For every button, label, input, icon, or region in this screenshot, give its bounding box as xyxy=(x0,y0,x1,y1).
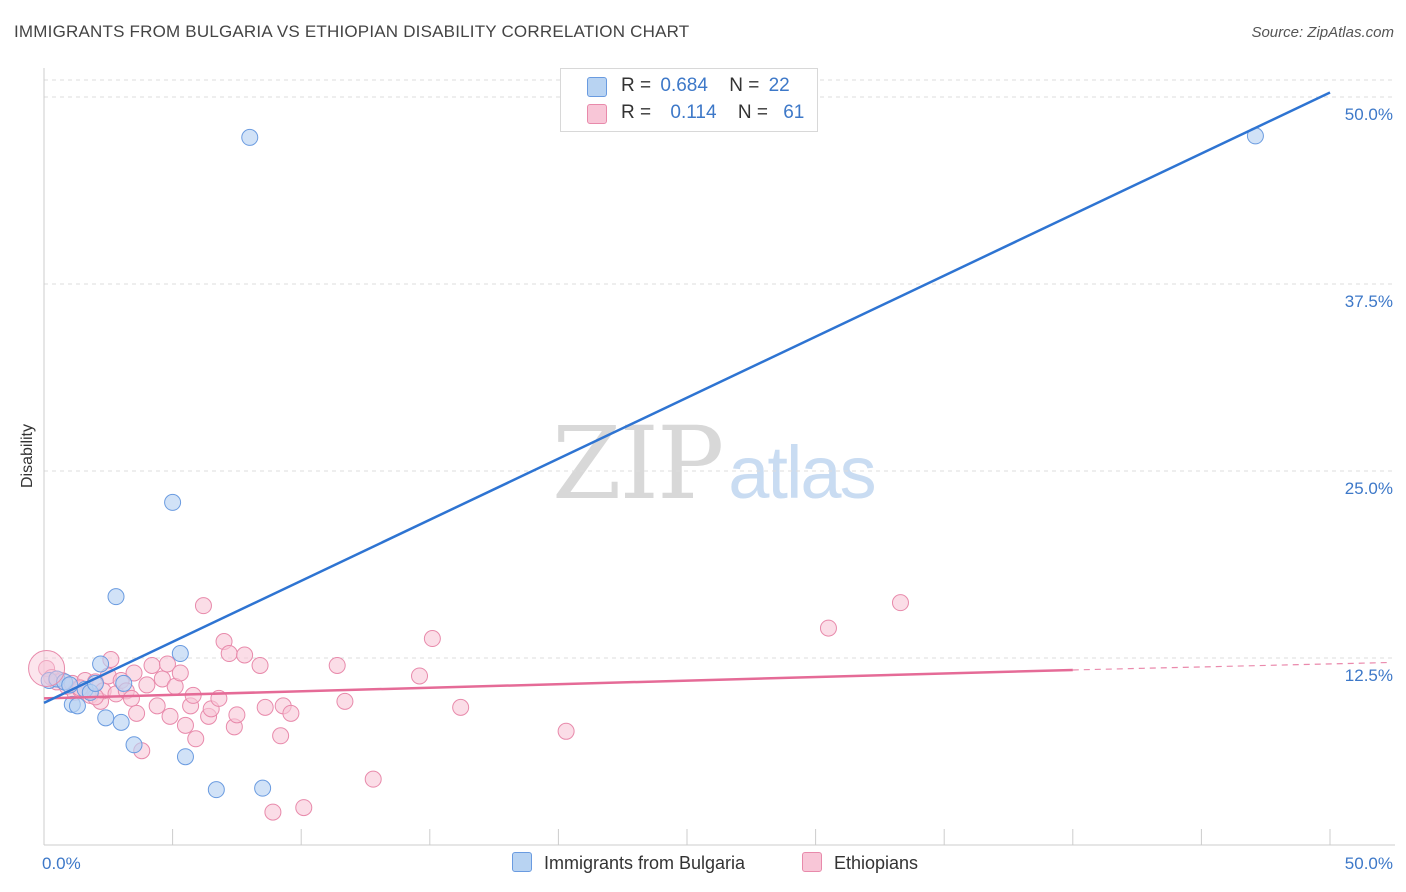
ethiopians-point xyxy=(423,630,441,648)
ethiopians-point xyxy=(256,698,274,716)
ethiopians-point xyxy=(187,730,205,748)
watermark-atlas: atlas xyxy=(728,431,876,514)
ethiopians-point xyxy=(143,656,161,674)
bulgaria-point xyxy=(68,697,86,715)
ethiopians-point xyxy=(557,722,575,740)
ethiopians-point xyxy=(364,770,382,788)
ethiopians-point xyxy=(161,707,179,725)
bulgaria-point xyxy=(254,779,272,797)
legend-item-ethiopians[interactable]: Ethiopians xyxy=(802,852,918,874)
n-value: 61 xyxy=(783,102,805,123)
ethiopians-point xyxy=(236,646,254,664)
x-tick-label: 0.0% xyxy=(42,854,81,873)
ethiopians-trend-extension xyxy=(1072,661,1391,671)
ethiopians-point xyxy=(282,704,300,722)
ethiopians-point xyxy=(228,706,246,724)
ethiopians-point xyxy=(171,664,189,682)
r-label: R = xyxy=(621,75,652,96)
ethiopians-point xyxy=(819,619,837,637)
blue-swatch-icon xyxy=(587,77,607,97)
ethiopians-point xyxy=(452,698,470,716)
pink-swatch-icon xyxy=(587,104,607,124)
bulgaria-point xyxy=(207,781,225,799)
ethiopians-point xyxy=(411,667,429,685)
ethiopians-point xyxy=(194,597,212,615)
legend-item-bulgaria[interactable]: Immigrants from Bulgaria xyxy=(512,852,745,874)
watermark-zip: ZIP xyxy=(552,405,724,522)
chart-title: IMMIGRANTS FROM BULGARIA VS ETHIOPIAN DI… xyxy=(14,22,690,41)
bulgaria-point xyxy=(112,713,130,731)
bulgaria-point xyxy=(241,128,259,146)
ethiopians-point xyxy=(153,670,171,688)
bulgaria-point xyxy=(176,748,194,766)
ethiopians-point xyxy=(295,799,313,817)
legend-label: Ethiopians xyxy=(834,853,919,873)
bulgaria-point xyxy=(92,655,110,673)
bulgaria-point xyxy=(115,674,133,692)
source-label: Source: ZipAtlas.com xyxy=(1251,24,1394,41)
bulgaria-point xyxy=(171,645,189,663)
y-tick-label: 37.5% xyxy=(1345,292,1393,311)
ethiopians-point xyxy=(251,656,269,674)
ethiopians-point xyxy=(328,656,346,674)
ethiopians-point xyxy=(138,676,156,694)
watermark: ZIPatlas xyxy=(552,405,877,522)
y-tick-label: 25.0% xyxy=(1345,479,1393,498)
ethiopians-point xyxy=(122,689,140,707)
n-value: 22 xyxy=(768,75,790,96)
ethiopians-point xyxy=(336,692,354,710)
blue-swatch-icon xyxy=(512,852,532,872)
ethiopians-trend-line xyxy=(43,668,1073,700)
ethiopians-point xyxy=(176,716,194,734)
bulgaria-point xyxy=(97,709,115,727)
r-value: 0.114 xyxy=(670,102,717,123)
bulgaria-point xyxy=(164,493,182,511)
x-tick-label: 50.0% xyxy=(1345,854,1393,873)
ethiopians-point xyxy=(28,649,66,687)
y-tick-label: 50.0% xyxy=(1345,105,1393,124)
y-tick-label: 12.5% xyxy=(1345,666,1393,685)
correlation-legend: R = 0.684 N = 22 R = 0.114 N = 61 xyxy=(560,68,818,132)
bulgaria-point xyxy=(107,588,125,606)
ethiopians-point xyxy=(125,664,143,682)
legend-label: Immigrants from Bulgaria xyxy=(544,853,746,873)
n-label: N = xyxy=(729,75,760,96)
ethiopians-point xyxy=(220,645,238,663)
bulgaria-trend-line xyxy=(43,91,1331,705)
ethiopians-point xyxy=(128,704,146,722)
r-value: 0.684 xyxy=(660,75,708,96)
ethiopians-point xyxy=(272,727,290,745)
pink-swatch-icon xyxy=(802,852,822,872)
ethiopians-point xyxy=(264,803,282,821)
ethiopians-point xyxy=(158,655,176,673)
ethiopians-point xyxy=(148,697,166,715)
bulgaria-point xyxy=(125,736,143,754)
r-label: R = xyxy=(621,102,652,123)
ethiopians-point xyxy=(891,594,909,612)
n-label: N = xyxy=(737,102,768,123)
